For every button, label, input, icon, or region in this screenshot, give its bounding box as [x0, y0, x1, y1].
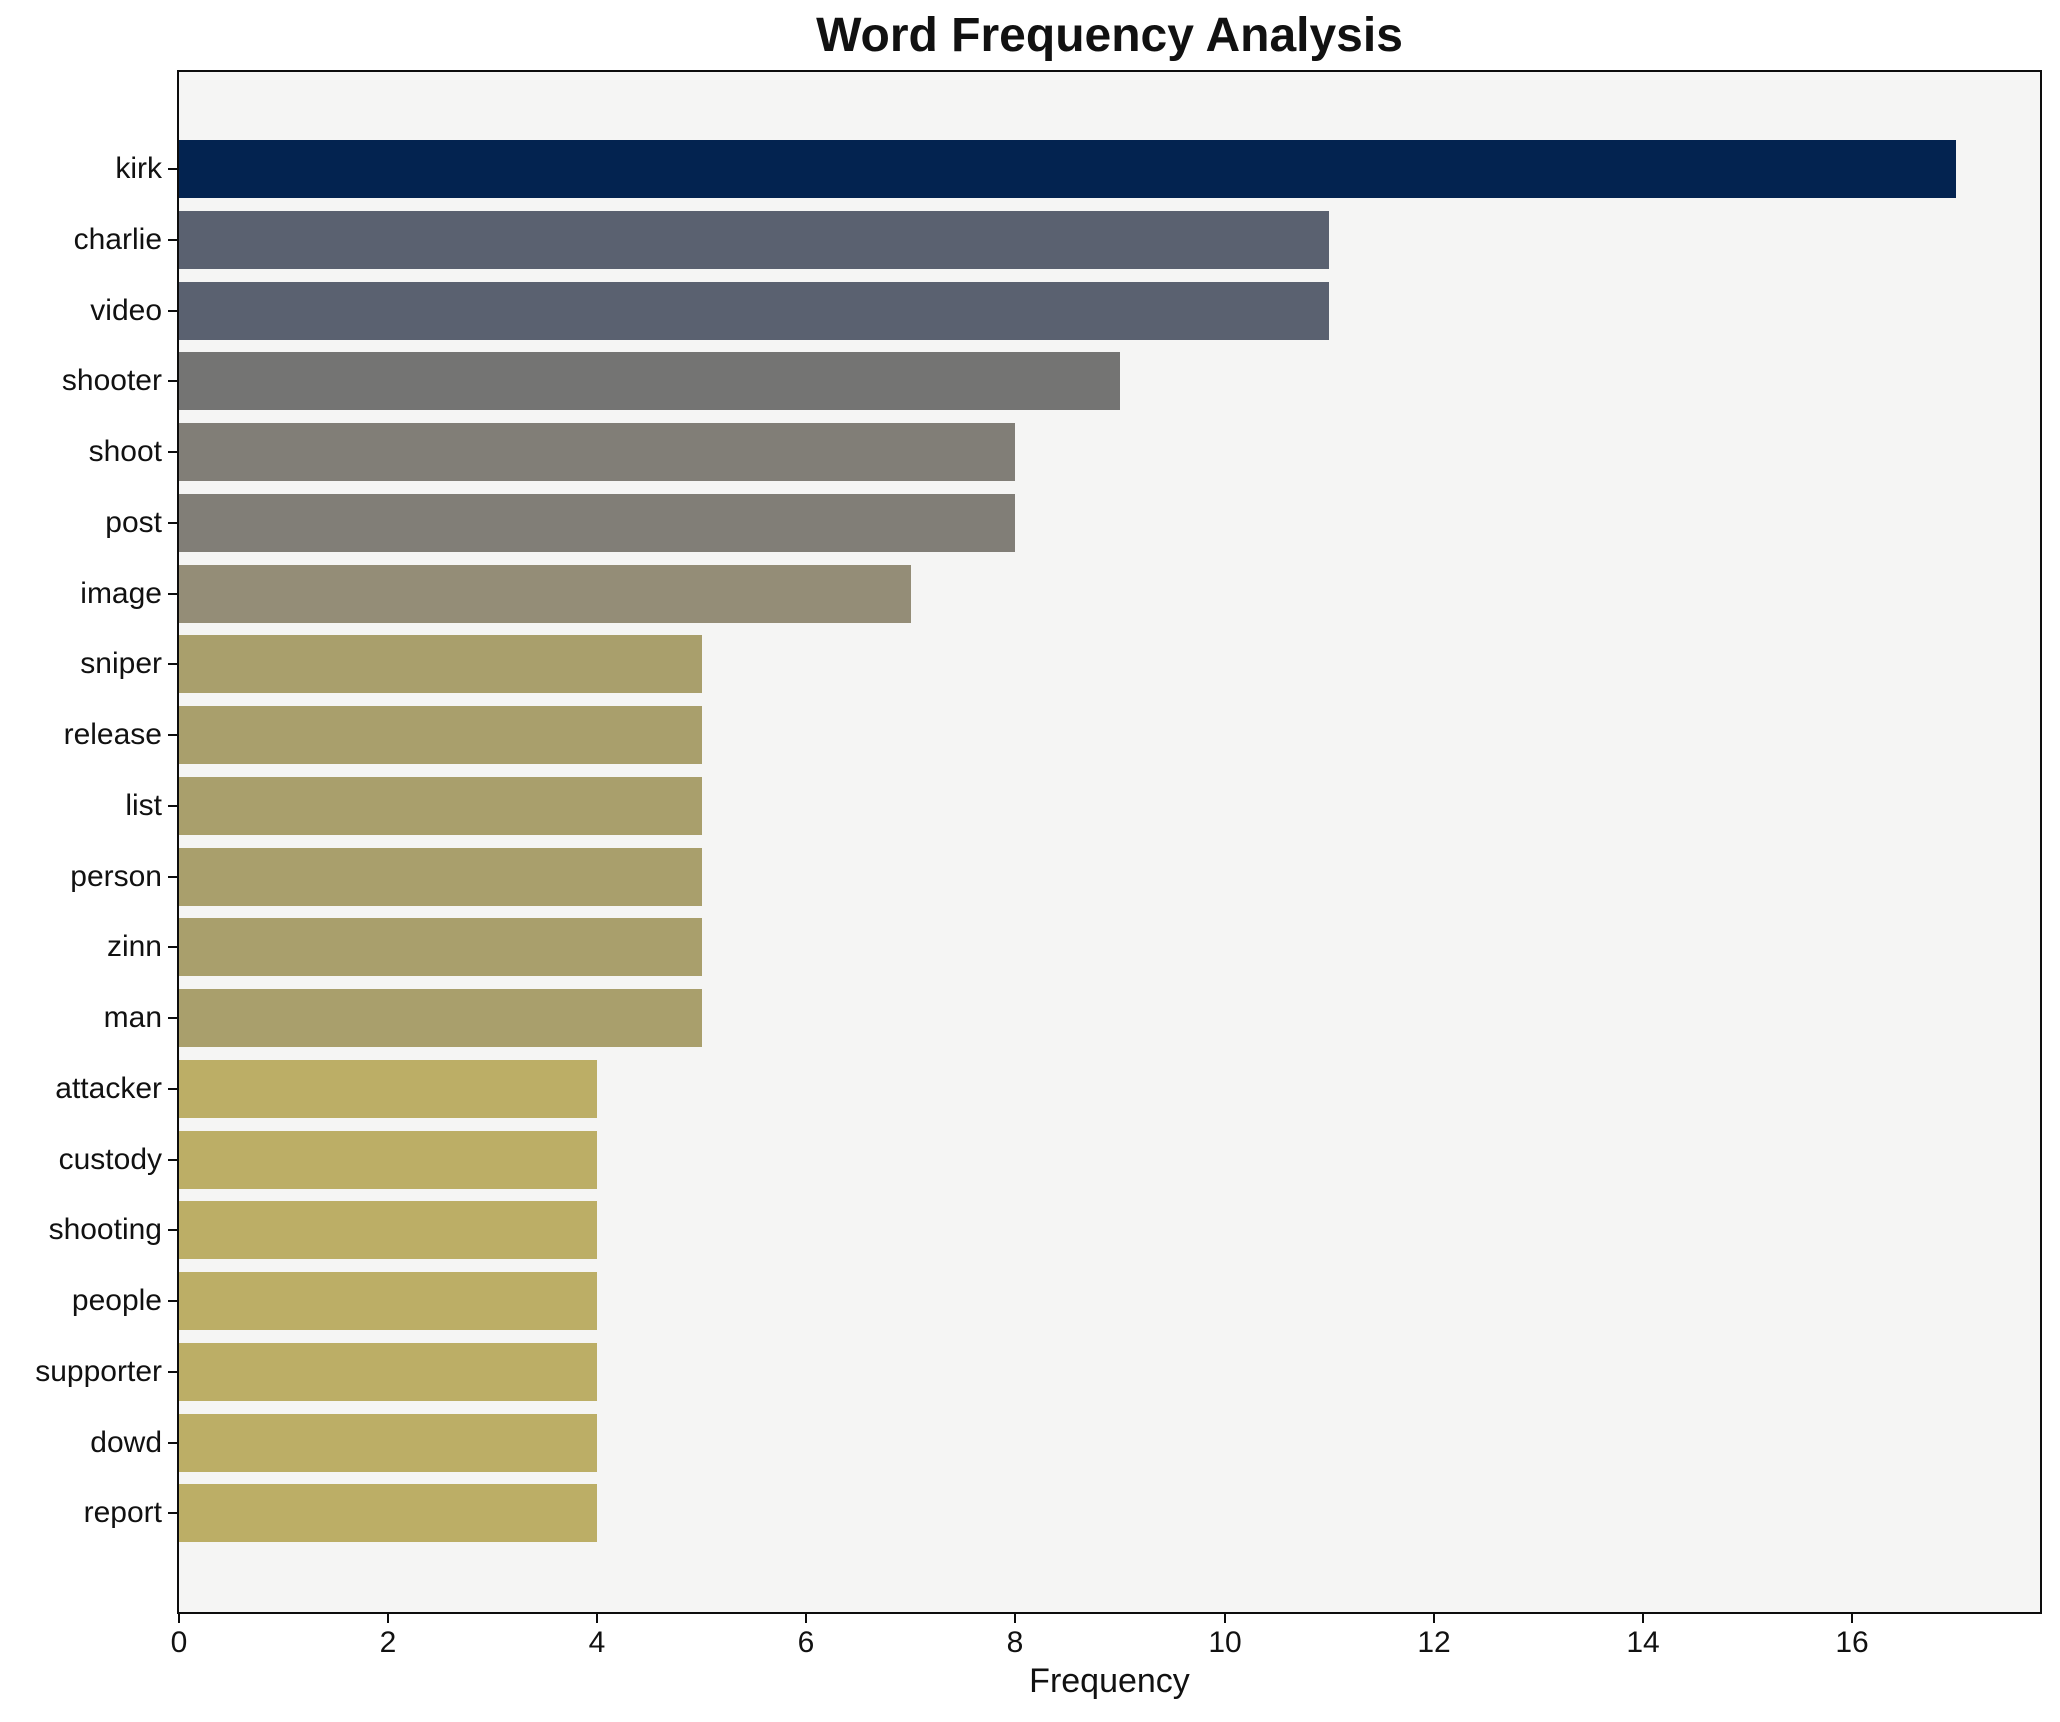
y-tick-mark: [168, 522, 177, 524]
y-tick-label-shooter: shooter: [61, 364, 162, 397]
y-tick-label-person: person: [70, 860, 162, 893]
y-tick-label-shoot: shoot: [88, 435, 162, 468]
x-tick-label-10: 10: [1208, 1626, 1242, 1659]
bar-release: [179, 706, 702, 764]
x-tick-label-0: 0: [170, 1626, 188, 1659]
bar-shooter: [179, 352, 1120, 410]
bar-sniper: [179, 635, 702, 693]
y-tick-label-shooting: shooting: [48, 1213, 162, 1246]
y-tick-label-people: people: [71, 1284, 162, 1317]
bar-shooting: [179, 1201, 597, 1259]
y-tick-label-list: list: [125, 789, 162, 822]
y-tick-label-zinn: zinn: [106, 930, 162, 963]
bar-person: [179, 848, 702, 906]
x-tick-label-16: 16: [1835, 1626, 1869, 1659]
y-tick-mark: [168, 451, 177, 453]
x-tick-mark: [387, 1614, 389, 1623]
y-tick-mark: [168, 1017, 177, 1019]
bar-supporter: [179, 1343, 597, 1401]
x-tick-label-12: 12: [1417, 1626, 1451, 1659]
y-tick-label-charlie: charlie: [73, 223, 162, 256]
y-tick-mark: [168, 663, 177, 665]
y-tick-mark: [168, 1300, 177, 1302]
x-tick-label-14: 14: [1626, 1626, 1660, 1659]
y-tick-mark: [168, 1371, 177, 1373]
x-tick-mark: [596, 1614, 598, 1623]
bar-attacker: [179, 1060, 597, 1118]
y-tick-mark: [168, 734, 177, 736]
y-tick-label-release: release: [63, 718, 162, 751]
bar-image: [179, 565, 911, 623]
x-tick-label-4: 4: [588, 1626, 606, 1659]
y-tick-mark: [168, 310, 177, 312]
bar-people: [179, 1272, 597, 1330]
bar-custody: [179, 1131, 597, 1189]
bar-zinn: [179, 918, 702, 976]
bar-video: [179, 282, 1329, 340]
plot-area: [179, 72, 2040, 1612]
bar-charlie: [179, 211, 1329, 269]
x-tick-label-2: 2: [379, 1626, 397, 1659]
chart-title: Word Frequency Analysis: [816, 9, 1403, 62]
x-tick-mark: [1224, 1614, 1226, 1623]
y-tick-label-dowd: dowd: [90, 1426, 162, 1459]
y-tick-label-post: post: [105, 506, 162, 539]
x-axis-title: Frequency: [1029, 1662, 1190, 1700]
bar-man: [179, 989, 702, 1047]
bar-list: [179, 777, 702, 835]
x-tick-mark: [805, 1614, 807, 1623]
y-tick-mark: [168, 876, 177, 878]
x-tick-label-8: 8: [1006, 1626, 1024, 1659]
y-tick-mark: [168, 380, 177, 382]
bar-shoot: [179, 423, 1015, 481]
y-tick-label-kirk: kirk: [115, 152, 162, 185]
x-tick-mark: [1433, 1614, 1435, 1623]
y-tick-mark: [168, 946, 177, 948]
y-tick-label-supporter: supporter: [35, 1355, 162, 1388]
x-tick-mark: [1642, 1614, 1644, 1623]
y-tick-mark: [168, 1088, 177, 1090]
y-tick-mark: [168, 805, 177, 807]
y-tick-mark: [168, 168, 177, 170]
y-tick-mark: [168, 1159, 177, 1161]
x-tick-mark: [178, 1614, 180, 1623]
y-tick-label-sniper: sniper: [80, 647, 162, 680]
x-tick-mark: [1014, 1614, 1016, 1623]
y-tick-mark: [168, 239, 177, 241]
bar-post: [179, 494, 1015, 552]
y-tick-mark: [168, 593, 177, 595]
y-tick-mark: [168, 1512, 177, 1514]
y-tick-label-attacker: attacker: [55, 1072, 162, 1105]
y-tick-label-report: report: [83, 1496, 162, 1529]
bar-report: [179, 1484, 597, 1542]
x-tick-mark: [1851, 1614, 1853, 1623]
y-tick-mark: [168, 1229, 177, 1231]
y-tick-label-custody: custody: [58, 1143, 162, 1176]
y-tick-label-image: image: [80, 577, 162, 610]
y-tick-mark: [168, 1442, 177, 1444]
bar-kirk: [179, 140, 1956, 198]
y-tick-label-man: man: [103, 1001, 162, 1034]
bar-dowd: [179, 1414, 597, 1472]
x-tick-label-6: 6: [797, 1626, 815, 1659]
y-tick-label-video: video: [90, 294, 162, 327]
